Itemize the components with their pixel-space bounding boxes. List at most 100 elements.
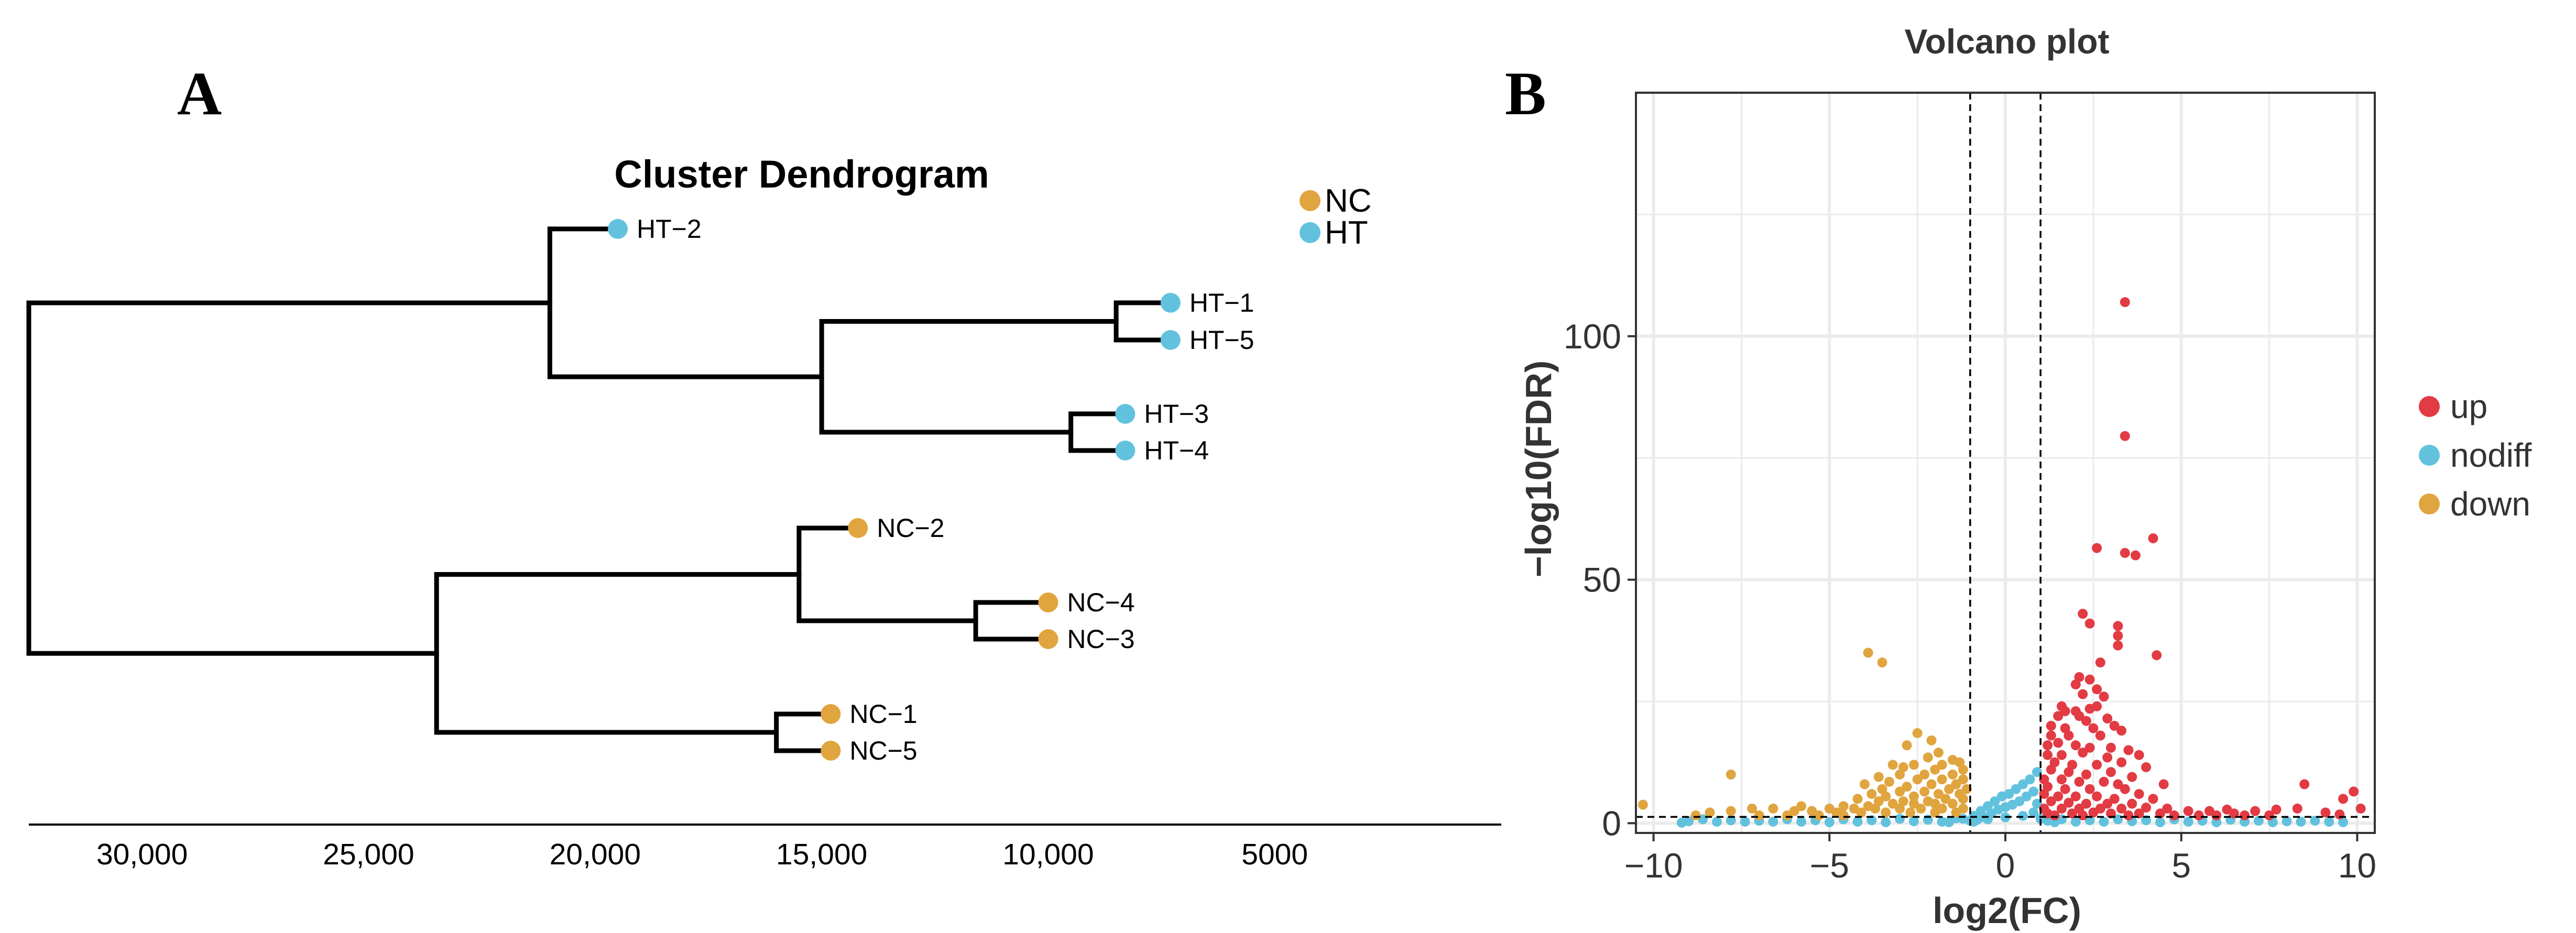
- volcano-point-up: [2049, 810, 2060, 821]
- volcano-point-up: [2113, 779, 2123, 789]
- dendrogram-leaf-point: [1038, 592, 1058, 612]
- volcano-point-down: [1690, 810, 1701, 821]
- volcano-point-down: [1958, 794, 1968, 804]
- volcano-point-down: [1895, 769, 1905, 780]
- volcano-point-down: [1940, 794, 1951, 804]
- volcano-point-up: [2250, 806, 2261, 816]
- volcano-point-up: [2134, 789, 2144, 799]
- dendrogram-leaf-point: [1115, 404, 1136, 424]
- volcano-point-nodiff: [1982, 814, 1993, 825]
- volcano-point-down: [1958, 764, 1968, 775]
- volcano-point-down: [1726, 769, 1736, 780]
- volcano-point-down: [1754, 810, 1764, 821]
- volcano-point-down: [1726, 806, 1736, 816]
- volcano-point-up: [2120, 431, 2130, 441]
- volcano-point-nodiff: [2049, 817, 2060, 828]
- volcano-point-down: [1887, 798, 1898, 809]
- volcano-point-down: [1852, 794, 1863, 804]
- volcano-point-nodiff: [2021, 791, 2032, 802]
- volcano-point-up: [2053, 791, 2064, 802]
- volcano-point-nodiff: [2025, 774, 2035, 785]
- volcano-point-nodiff: [2183, 817, 2193, 827]
- volcano-point-down: [1947, 769, 1958, 780]
- volcano-point-nodiff: [2018, 779, 2028, 789]
- volcano-point-nodiff: [1740, 817, 1750, 827]
- dendrogram-leaf-label: HT−2: [637, 214, 702, 244]
- volcano-point-up: [2092, 760, 2102, 770]
- volcano-point-up: [2046, 730, 2056, 741]
- volcano-point-up: [2193, 810, 2204, 821]
- volcano-point-up: [2152, 650, 2162, 661]
- volcano-point-up: [2148, 533, 2158, 544]
- volcano-point-up: [2081, 716, 2091, 726]
- volcano-point-down: [1902, 782, 1912, 792]
- dendrogram-leaf-point: [848, 518, 868, 538]
- panel-label-b: B: [1505, 59, 1546, 128]
- volcano-point-up: [2155, 808, 2165, 819]
- volcano-point-up: [2060, 784, 2070, 794]
- volcano-point-up: [2081, 769, 2091, 780]
- volcano-point-nodiff: [1676, 817, 1687, 828]
- volcano-y-tick-label: 50: [1583, 561, 1621, 599]
- volcano-point-up: [2123, 745, 2134, 755]
- volcano-y-tick-label: 100: [1564, 317, 1621, 356]
- volcano-point-up: [2088, 807, 2099, 818]
- volcano-point-up: [2078, 810, 2088, 821]
- volcano-point-up: [2064, 767, 2074, 777]
- volcano-point-up: [2134, 808, 2144, 819]
- volcano-point-down: [1908, 798, 1919, 809]
- volcano-point-down: [1870, 804, 1881, 814]
- volcano-point-up: [2084, 674, 2095, 685]
- volcano-point-up: [2056, 750, 2067, 760]
- volcano-point-up: [2141, 803, 2152, 813]
- volcano-point-down: [1705, 807, 1715, 818]
- volcano-point-down: [1919, 769, 1930, 780]
- dendrogram-leaf-point: [1038, 629, 1058, 649]
- volcano-point-nodiff: [1768, 817, 1778, 827]
- dendrogram-legend-label: NC: [1325, 183, 1372, 219]
- volcano-point-up: [2102, 752, 2113, 763]
- volcano-point-up: [2074, 711, 2084, 721]
- volcano-point-up: [2130, 550, 2141, 561]
- volcano-point-up: [2099, 691, 2109, 702]
- volcano-point-up: [2056, 774, 2067, 785]
- volcano-point-down: [1895, 804, 1905, 814]
- volcano-x-tick-label: −10: [1624, 846, 1683, 885]
- dendrogram-tick-label: 10,000: [1002, 838, 1094, 871]
- volcano-point-nodiff: [1944, 817, 1955, 828]
- volcano-x-axis-label: log2(FC): [1933, 890, 2081, 931]
- volcano-point-up: [2109, 720, 2120, 731]
- volcano-point-down: [1838, 801, 1849, 811]
- dendrogram-leaf-label: NC−2: [877, 513, 944, 543]
- volcano-point-nodiff: [1908, 816, 1919, 827]
- volcano-point-down: [1912, 728, 1923, 738]
- volcano-point-nodiff: [1990, 796, 2000, 807]
- volcano-point-down: [1856, 807, 1866, 818]
- volcano-point-down: [1926, 735, 1937, 745]
- dendrogram-branch: [26, 300, 552, 656]
- volcano-point-nodiff: [2099, 817, 2109, 827]
- volcano-point-down: [1937, 774, 1947, 785]
- volcano-title: Volcano plot: [1904, 22, 2109, 61]
- volcano-point-up: [2092, 791, 2102, 802]
- volcano-point-up: [2064, 797, 2074, 808]
- volcano-point-down: [1877, 657, 1887, 668]
- volcano-point-up: [2039, 789, 2049, 799]
- volcano-point-down: [1747, 804, 1758, 814]
- volcano-point-up: [2043, 740, 2053, 751]
- dendrogram-legend-marker: [1300, 190, 1320, 211]
- volcano-point-nodiff: [1824, 817, 1835, 828]
- volcano-point-down: [1912, 774, 1923, 785]
- volcano-point-up: [2355, 804, 2366, 814]
- volcano-point-down: [1951, 779, 1961, 789]
- volcano-point-down: [1916, 804, 1926, 814]
- volcano-point-down: [1930, 807, 1940, 818]
- dendrogram-tick-label: 15,000: [776, 838, 867, 871]
- volcano-point-down: [1926, 779, 1937, 789]
- dendrogram-leaf-label: HT−1: [1189, 288, 1254, 317]
- volcano-point-down: [1796, 801, 1807, 811]
- volcano-point-nodiff: [2032, 798, 2042, 809]
- volcano-point-up: [2092, 701, 2102, 711]
- volcano-legend-label: up: [2450, 388, 2487, 425]
- volcano-point-up: [2116, 726, 2127, 736]
